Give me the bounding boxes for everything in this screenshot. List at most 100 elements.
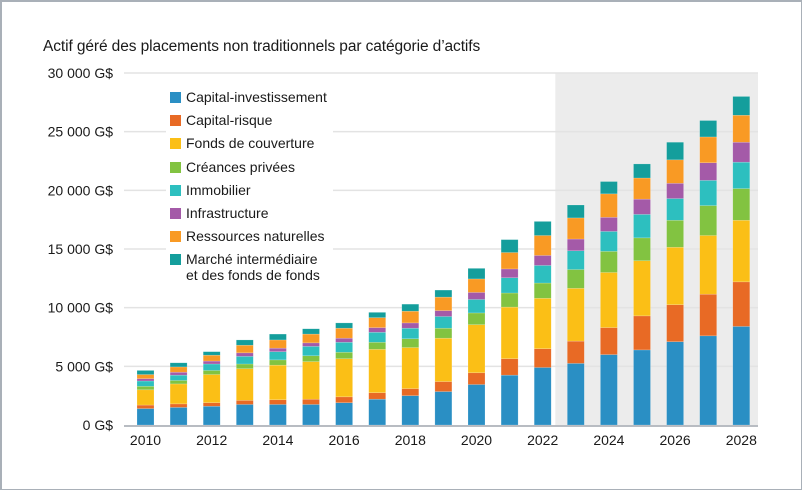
bar-segment [500, 292, 519, 308]
bar-segment [136, 374, 155, 379]
legend-swatch [170, 92, 181, 103]
bar-segment [401, 338, 420, 348]
bar-segment [666, 304, 684, 342]
bar-stack-2020 [467, 268, 486, 426]
bar-segment [500, 358, 519, 376]
bar-segment [533, 282, 552, 299]
bar-segment [368, 392, 386, 400]
bar-segment [236, 363, 254, 369]
bar-segment [368, 342, 386, 350]
legend-swatch [170, 254, 181, 266]
bar-segment [401, 347, 420, 389]
bar-segment [732, 96, 751, 116]
bar-segment [169, 371, 188, 376]
bar-segment [666, 341, 684, 426]
bar-segment [202, 374, 221, 403]
bar-segment [368, 312, 386, 318]
bar-segment [567, 204, 585, 219]
bar-segment [467, 278, 486, 293]
bar-segment [500, 306, 519, 359]
bar-segment [335, 352, 353, 359]
legend-item: Immobilier [170, 182, 327, 205]
bar-segment [567, 363, 585, 426]
bar-segment [401, 388, 420, 396]
bar-segment [169, 407, 188, 426]
bar-segment [136, 389, 155, 406]
bar-segment [269, 359, 287, 366]
bar-segment [600, 231, 618, 252]
bar-segment [335, 358, 353, 398]
bar-stack-2019 [434, 289, 453, 426]
bar-segment [269, 351, 287, 361]
bar-segment [401, 322, 420, 329]
bar-segment [600, 193, 618, 218]
bar-segment [169, 374, 188, 381]
legend-label: Ressources naturelles [186, 228, 325, 245]
bar-segment [202, 360, 221, 365]
bar-segment [666, 198, 684, 221]
bar-stack-2012 [202, 351, 221, 426]
bar-segment [500, 252, 519, 270]
bar-segment [434, 327, 453, 339]
bar-segment [169, 362, 188, 368]
bar-stack-2014 [269, 333, 287, 426]
bar-segment [533, 348, 552, 368]
legend-label: Infrastructure [186, 204, 269, 221]
bar-segment [368, 332, 386, 343]
bar-segment [269, 364, 287, 401]
bar-segment [633, 177, 651, 200]
bar-segment [666, 220, 684, 248]
bar-stack-2028 [732, 96, 751, 426]
legend-label: Capital-risque [186, 112, 273, 129]
bar-segment [169, 380, 188, 385]
legend-item: Marché intermédiaire et des fonds de fon… [170, 251, 327, 289]
x-tick-label: 2020 [461, 432, 492, 448]
bar-segment [202, 405, 221, 426]
bar-segment [467, 324, 486, 374]
bar-segment [202, 354, 221, 362]
bar-segment [169, 366, 188, 373]
bar-segment [567, 269, 585, 289]
bar-segment [335, 402, 353, 426]
bar-segment [302, 333, 320, 344]
x-tick-label: 2026 [660, 432, 691, 448]
bar-segment [699, 335, 717, 426]
bar-segment [368, 317, 386, 328]
bar-stack-2027 [699, 120, 717, 426]
bar-segment [302, 404, 320, 426]
bar-segment [202, 351, 221, 356]
x-tick-label: 2018 [395, 432, 426, 448]
bar-segment [699, 180, 717, 206]
bar-segment [302, 355, 320, 362]
bar-segment [434, 391, 453, 426]
bar-segment [269, 404, 287, 426]
x-tick-label: 2022 [527, 432, 558, 448]
bar-segment [500, 374, 519, 426]
bar-segment [434, 310, 453, 317]
bar-segment [699, 136, 717, 164]
bar-segment [136, 404, 155, 409]
bar-segment [302, 342, 320, 347]
bar-segment [467, 384, 486, 426]
bar-stack-2023 [567, 204, 585, 426]
bar-segment [368, 327, 386, 333]
bar-segment [732, 188, 751, 221]
bar-stack-2017 [368, 312, 386, 426]
bar-segment [600, 327, 618, 355]
bar-segment [269, 333, 287, 341]
y-tick-label: 0 G$ [83, 417, 114, 433]
legend-swatch [170, 138, 181, 150]
bar-segment [533, 265, 552, 284]
bar-stack-2015 [302, 328, 320, 426]
bar-stack-2025 [633, 163, 651, 426]
bar-segment [401, 310, 420, 324]
bar-segment [169, 383, 188, 405]
bar-segment [633, 214, 651, 239]
y-tick-label: 20 000 G$ [48, 182, 114, 198]
bar-segment [302, 346, 320, 357]
bar-stack-2021 [500, 239, 519, 426]
bar-segment [500, 268, 519, 278]
bar-segment [236, 339, 254, 346]
bar-segment [136, 370, 155, 375]
